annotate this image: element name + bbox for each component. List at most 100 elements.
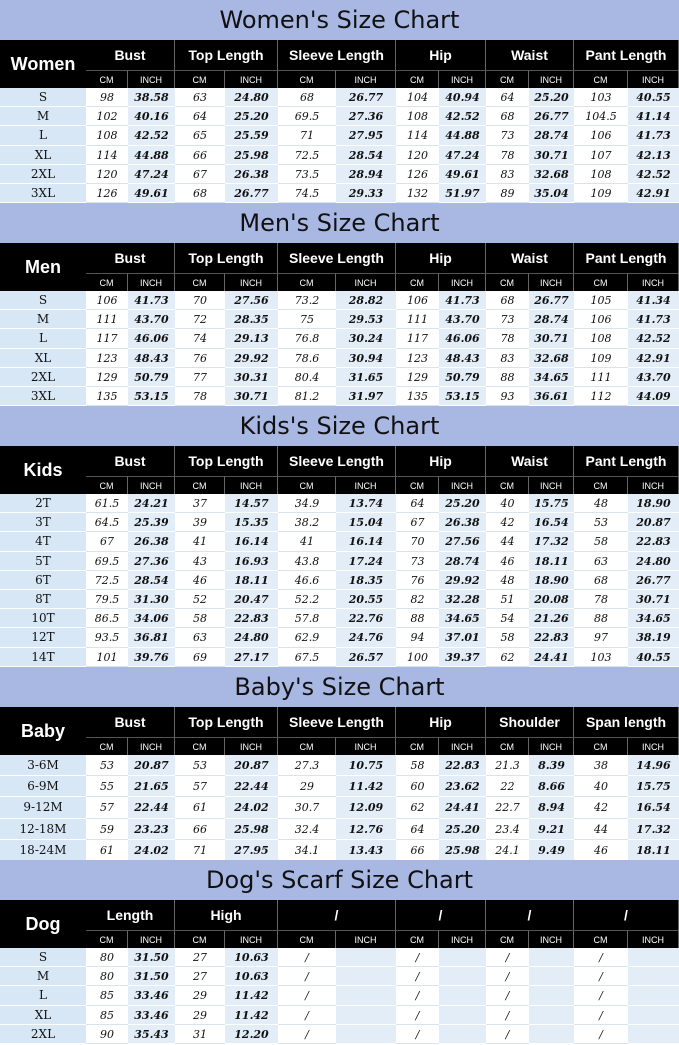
unit-header: INCH	[225, 476, 278, 494]
inch-value: 25.98	[225, 818, 278, 840]
inch-value	[439, 1005, 486, 1025]
unit-header: CM	[278, 930, 336, 948]
cm-value: 59	[86, 818, 128, 840]
cm-value: 132	[396, 184, 439, 204]
inch-value: 17.32	[628, 818, 679, 840]
size-chart-section: Women's Size Chart Women Bust Top Length Sle…	[0, 0, 679, 204]
table-row: 3XL 135 53.15 78 30.71 81.2 31.97 135 53.15 93 36.…	[0, 387, 679, 407]
inch-value	[439, 986, 486, 1006]
cm-value: 78	[574, 590, 628, 610]
cm-value: 69.5	[86, 551, 128, 571]
inch-value: 25.20	[225, 107, 278, 127]
inch-value: 28.54	[336, 145, 396, 165]
inch-value: 43.70	[439, 310, 486, 330]
cm-value: 76	[175, 348, 225, 368]
cm-value: 37	[175, 494, 225, 514]
unit-header: CM	[175, 70, 225, 88]
unit-header: INCH	[439, 273, 486, 291]
inch-value: 30.71	[628, 590, 679, 610]
unit-header: CM	[486, 70, 529, 88]
inch-value: 37.01	[439, 628, 486, 648]
cm-value: 38.2	[278, 513, 336, 533]
cm-value: 40	[574, 776, 628, 798]
table-corner-label: Baby	[0, 707, 86, 755]
section-title: Dog's Scarf Size Chart	[0, 860, 679, 900]
inch-value: 22.83	[225, 609, 278, 629]
column-group-header: Hip	[396, 40, 486, 70]
inch-value	[628, 986, 679, 1006]
cm-value: 68	[486, 107, 529, 127]
cm-value: 73.5	[278, 164, 336, 184]
inch-value: 53.15	[439, 387, 486, 407]
column-group-header: Bust	[86, 40, 175, 70]
table-row: XL 85 33.46 29 11.42// / /	[0, 1005, 679, 1025]
inch-value: 12.09	[336, 797, 396, 819]
unit-header: CM	[278, 273, 336, 291]
cm-value: 106	[86, 291, 128, 311]
inch-value: 18.90	[628, 494, 679, 514]
unit-header: CM	[175, 476, 225, 494]
section-title: Baby's Size Chart	[0, 667, 679, 707]
cm-value: 135	[396, 387, 439, 407]
cm-value: 98	[86, 88, 128, 108]
inch-value	[439, 1024, 486, 1044]
inch-value: 9.49	[529, 839, 574, 861]
cm-value: 23.4	[486, 818, 529, 840]
cm-value: 67	[396, 513, 439, 533]
cm-value: /	[278, 967, 336, 987]
cm-value: 129	[396, 367, 439, 387]
cm-value: 69	[175, 647, 225, 667]
cm-value: 66	[175, 818, 225, 840]
cm-value: 64.5	[86, 513, 128, 533]
inch-value: 11.42	[225, 986, 278, 1006]
inch-value: 26.38	[225, 164, 278, 184]
cm-value: 34.1	[278, 839, 336, 861]
inch-value: 38.19	[628, 628, 679, 648]
cm-value: 93	[486, 387, 529, 407]
column-group-header: Span length	[574, 707, 679, 737]
inch-value: 14.57	[225, 494, 278, 514]
cm-value: 114	[86, 145, 128, 165]
cm-value: 106	[574, 126, 628, 146]
cm-value: 60	[396, 776, 439, 798]
inch-value: 12.76	[336, 818, 396, 840]
inch-value	[336, 967, 396, 987]
unit-header: INCH	[439, 476, 486, 494]
cm-value: 63	[574, 551, 628, 571]
inch-value: 25.20	[439, 818, 486, 840]
inch-value: 28.94	[336, 164, 396, 184]
inch-value: 23.23	[128, 818, 175, 840]
size-chart-section: Men's Size Chart Men Bust Top Length Sleeve …	[0, 203, 679, 407]
inch-value: 35.43	[128, 1024, 175, 1044]
cm-value: 86.5	[86, 609, 128, 629]
cm-value: 58	[486, 628, 529, 648]
size-label: 8T	[0, 590, 86, 610]
cm-value: 66	[175, 145, 225, 165]
cm-value: 48	[486, 570, 529, 590]
cm-value: /	[396, 986, 439, 1006]
cm-value: 40	[486, 494, 529, 514]
inch-value: 8.66	[529, 776, 574, 798]
table-row: L 117 46.06 74 29.13 76.8 30.24 117 46.06 78 30.71…	[0, 329, 679, 349]
inch-value	[628, 1024, 679, 1044]
size-label: 3T	[0, 513, 86, 533]
inch-value: 25.39	[128, 513, 175, 533]
unit-header: INCH	[225, 737, 278, 755]
inch-value: 13.74	[336, 494, 396, 514]
inch-value	[529, 967, 574, 987]
unit-header: CM	[486, 930, 529, 948]
inch-value: 20.87	[225, 755, 278, 777]
size-label: 2XL	[0, 1024, 86, 1044]
table-row: 4T 67 26.38 41 16.14 41 16.14 70 27.56 44 17.32 58 2…	[0, 532, 679, 552]
column-group-header: Bust	[86, 446, 175, 476]
table-row: 2XL 129 50.79 77 30.31 80.4 31.65 129 50.79 88 34.…	[0, 367, 679, 387]
inch-value: 47.24	[128, 164, 175, 184]
column-group-header: Sleeve Length	[278, 40, 396, 70]
inch-value: 29.92	[439, 570, 486, 590]
size-chart-section: Baby's Size Chart Baby Bust Top Length Sleev…	[0, 667, 679, 861]
unit-header: CM	[486, 737, 529, 755]
cm-value: 72.5	[278, 145, 336, 165]
cm-value: 94	[396, 628, 439, 648]
size-label: M	[0, 107, 86, 127]
unit-header: INCH	[529, 476, 574, 494]
